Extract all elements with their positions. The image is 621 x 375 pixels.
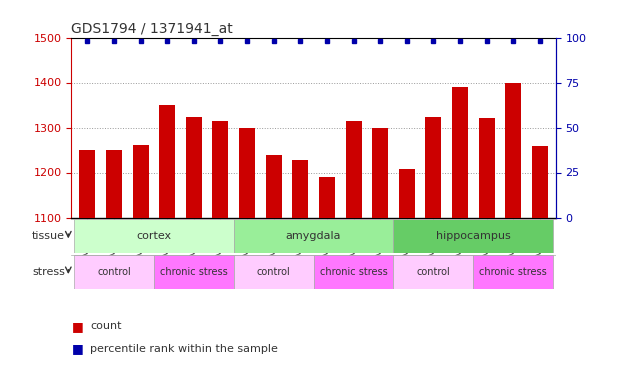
Text: control: control	[97, 267, 131, 277]
Bar	[133, 145, 148, 218]
Text: percentile rank within the sample: percentile rank within the sample	[90, 344, 278, 354]
Bar	[239, 128, 255, 218]
Bar	[473, 255, 553, 289]
Bar	[292, 160, 308, 218]
Bar	[505, 82, 521, 218]
Bar	[314, 255, 394, 289]
Bar	[319, 177, 335, 218]
Bar	[186, 117, 202, 218]
Text: chronic stress: chronic stress	[160, 267, 228, 277]
Bar	[154, 255, 233, 289]
Bar	[345, 121, 361, 218]
Bar	[452, 87, 468, 218]
Bar	[372, 128, 388, 217]
Bar	[399, 170, 415, 217]
Bar	[394, 219, 553, 253]
Bar	[394, 255, 473, 289]
Bar	[212, 121, 229, 218]
Text: chronic stress: chronic stress	[479, 267, 547, 277]
Text: tissue: tissue	[32, 231, 65, 241]
Text: count: count	[90, 321, 122, 331]
Bar	[74, 219, 233, 253]
Bar	[74, 255, 154, 289]
Text: amygdala: amygdala	[286, 231, 342, 241]
Bar	[532, 146, 548, 218]
Text: stress: stress	[32, 267, 65, 277]
Text: GDS1794 / 1371941_at: GDS1794 / 1371941_at	[71, 22, 233, 36]
Text: ■: ■	[71, 320, 83, 333]
Text: ■: ■	[71, 342, 83, 355]
Text: chronic stress: chronic stress	[320, 267, 388, 277]
Text: control: control	[417, 267, 450, 277]
Bar	[106, 150, 122, 217]
Bar	[233, 255, 314, 289]
Text: cortex: cortex	[137, 231, 171, 241]
Bar	[233, 219, 394, 253]
Bar	[266, 154, 282, 218]
Bar	[79, 150, 96, 217]
Bar	[479, 118, 494, 218]
Bar	[425, 117, 442, 218]
Text: hippocampus: hippocampus	[436, 231, 510, 241]
Bar	[159, 105, 175, 218]
Text: control: control	[257, 267, 291, 277]
